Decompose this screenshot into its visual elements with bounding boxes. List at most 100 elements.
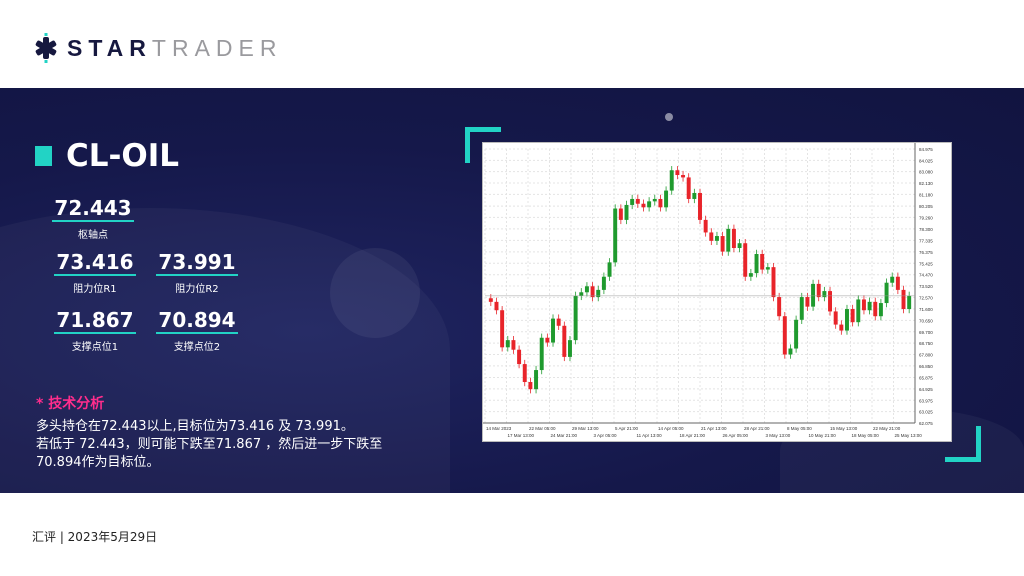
candle [562, 325, 567, 357]
y-tick-label: 63.025 [919, 410, 933, 415]
y-tick-label: 67.800 [919, 353, 933, 358]
y-tick-label: 65.875 [919, 376, 933, 381]
candle [698, 192, 702, 220]
analysis-line: 若低于 72.443，则可能下跌至71.867 ，然后进一步下跌至 [36, 437, 383, 452]
y-tick-label: 68.750 [919, 341, 933, 346]
technical-analysis: * 技术分析 多头持仓在72.443以上,目标位为73.416 及 73.991… [36, 393, 382, 472]
corner-bracket-bottom-right [945, 426, 981, 462]
analysis-heading: * 技术分析 [36, 396, 105, 412]
candle [873, 301, 878, 317]
x-tick-label: 18 May 05:00 [852, 433, 880, 438]
candle [669, 170, 674, 191]
candle [861, 299, 866, 311]
candle [731, 228, 736, 249]
y-tick-label: 69.700 [919, 330, 933, 335]
x-tick-label: 22 May 21:00 [873, 426, 901, 431]
y-tick-label: 76.375 [919, 250, 933, 255]
x-tick-label: 29 Mar 13:00 [572, 426, 599, 431]
candle [726, 228, 731, 252]
y-tick-label: 80.205 [919, 204, 933, 209]
candle [534, 370, 539, 390]
candle [856, 299, 861, 323]
y-tick-label: 81.180 [919, 192, 933, 197]
candle [624, 204, 629, 220]
y-tick-label: 73.520 [919, 284, 933, 289]
candle [664, 190, 669, 208]
star-logo-icon [35, 33, 57, 63]
x-tick-label: 3 May 13:00 [766, 433, 791, 438]
candle [833, 311, 838, 325]
r1-level: 73.416 阻力位R1 [50, 250, 140, 295]
x-tick-label: 24 Mar 21:00 [551, 433, 578, 438]
y-tick-label: 83.080 [919, 170, 933, 175]
y-tick-label: 74.470 [919, 273, 933, 278]
footer-date: 汇评 | 2023年5月29日 [32, 530, 158, 544]
candle [788, 348, 793, 355]
candle [771, 267, 776, 298]
s1-level: 71.867 支撑点位1 [50, 308, 140, 353]
x-tick-label: 25 May 13:00 [895, 433, 923, 438]
s1-label: 支撑点位1 [71, 342, 119, 353]
candle [828, 291, 833, 312]
candle [618, 208, 623, 220]
y-tick-label: 78.300 [919, 227, 933, 232]
candle [590, 286, 595, 298]
brand-trader: TRADER [151, 34, 283, 61]
x-tick-label: 21 Apr 13:00 [701, 426, 727, 431]
candle [556, 318, 561, 326]
candle [884, 282, 889, 304]
candle [805, 297, 810, 307]
candle [539, 337, 544, 371]
candle [878, 303, 883, 317]
r2-label: 阻力位R2 [175, 284, 219, 295]
s1-value: 71.867 [54, 308, 136, 334]
x-tick-label: 5 Apr 21:00 [615, 426, 639, 431]
candle [839, 324, 844, 331]
candle [754, 253, 759, 274]
r1-label: 阻力位R1 [73, 284, 117, 295]
header: STARTRADER [0, 0, 1024, 88]
y-tick-label: 84.975 [919, 147, 933, 152]
x-tick-label: 14 Mar 2023 [486, 426, 512, 431]
instrument-name: CL-OIL [66, 138, 180, 174]
y-tick-label: 75.425 [919, 261, 933, 266]
x-tick-label: 18 Apr 21:00 [680, 433, 706, 438]
candle [505, 340, 510, 348]
candle [709, 232, 714, 241]
candle [867, 301, 872, 311]
y-tick-label: 62.075 [919, 421, 933, 426]
candle [737, 243, 742, 249]
y-tick-label: 72.570 [919, 295, 933, 300]
candle [601, 276, 606, 290]
candle [816, 283, 821, 298]
candle [686, 177, 691, 199]
candle [500, 310, 505, 348]
startrader-logo: STARTRADER [33, 33, 282, 63]
candle [907, 295, 912, 310]
y-tick-label: 63.975 [919, 398, 933, 403]
pivot-level: 72.443 枢轴点 [48, 196, 138, 241]
candle [488, 298, 493, 302]
candle [782, 316, 787, 355]
y-tick-label: 64.925 [919, 387, 933, 392]
candle [579, 292, 584, 296]
candle [692, 192, 697, 199]
candle [613, 208, 618, 263]
candle [596, 289, 601, 298]
candle [720, 236, 725, 252]
pivot-label: 枢轴点 [78, 230, 108, 241]
r2-value: 73.991 [156, 250, 238, 276]
candle [765, 267, 770, 270]
candle [799, 297, 804, 320]
candle [567, 340, 572, 357]
pivot-value: 72.443 [52, 196, 134, 222]
candle [607, 262, 612, 277]
candle [647, 201, 652, 208]
candle [748, 273, 753, 277]
candle [652, 198, 657, 202]
candle [760, 253, 765, 270]
x-tick-label: 22 Mar 05:00 [529, 426, 556, 431]
candle [714, 236, 719, 241]
r1-value: 73.416 [54, 250, 136, 276]
candle [681, 175, 686, 178]
